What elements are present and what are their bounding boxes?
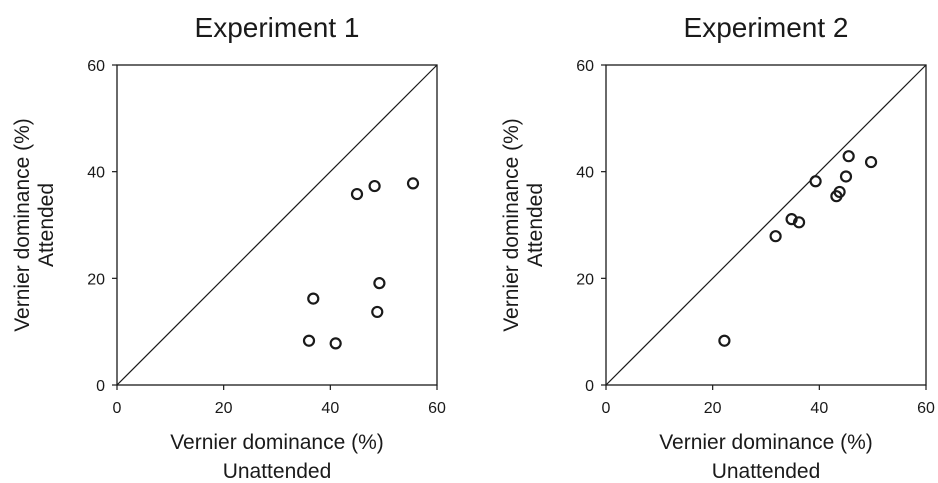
data-point	[350, 187, 364, 201]
data-point	[307, 292, 320, 305]
data-point	[406, 177, 420, 190]
data-point	[302, 334, 316, 347]
data-point	[864, 155, 878, 169]
y-tick-label: 0	[585, 378, 594, 395]
y-axis-label-line-2: Attended	[35, 183, 58, 267]
data-point	[368, 179, 381, 193]
chart-title: Experiment 2	[684, 12, 849, 43]
panel-experiment-1: Experiment 1 Vernier dominance (%) Atten…	[11, 12, 446, 483]
data-point	[329, 337, 342, 350]
data-point	[809, 175, 822, 188]
x-tick-label: 60	[428, 400, 446, 417]
data-point	[792, 216, 806, 229]
x-tick-label: 0	[602, 400, 611, 417]
data-point	[839, 170, 853, 183]
data-point	[842, 150, 855, 163]
data-point	[769, 230, 782, 243]
y-tick-label: 40	[87, 165, 105, 182]
x-tick-label: 40	[321, 400, 339, 417]
x-tick-label: 0	[113, 400, 122, 417]
data-point	[371, 305, 384, 319]
plot-frame	[605, 64, 927, 386]
y-tick-label: 60	[576, 58, 594, 75]
y-axis-label-line-1: Vernier dominance (%)	[500, 118, 523, 332]
chart-title: Experiment 1	[195, 12, 360, 43]
data-point	[373, 277, 386, 290]
y-axis-label-line-1: Vernier dominance (%)	[11, 118, 34, 332]
y-tick-label: 20	[576, 271, 594, 288]
plot-area: 0 20 40 60 0 20 40 60	[87, 58, 446, 417]
panel-experiment-2: Experiment 2 Vernier dominance (%) Atten…	[500, 12, 935, 483]
identity-line	[116, 64, 438, 386]
x-tick-label: 20	[215, 400, 233, 417]
y-tick-label: 40	[576, 165, 594, 182]
x-tick-label: 20	[704, 400, 722, 417]
plot-area: 0 20 40 60 0 20 40 60	[576, 58, 935, 417]
x-axis-label-line-1: Vernier dominance (%)	[170, 431, 384, 454]
y-tick-label: 60	[87, 58, 105, 75]
x-tick-label: 60	[917, 400, 935, 417]
x-axis-label-line-2: Unattended	[712, 460, 821, 483]
x-axis-label-line-1: Vernier dominance (%)	[659, 431, 873, 454]
y-tick-label: 0	[96, 378, 105, 395]
identity-line	[605, 64, 927, 386]
x-tick-label: 40	[810, 400, 828, 417]
y-tick-label: 20	[87, 271, 105, 288]
data-point	[718, 334, 731, 347]
y-axis-label-line-2: Attended	[524, 183, 547, 267]
data-point	[785, 213, 798, 226]
plot-frame	[116, 64, 438, 386]
x-axis-label-line-2: Unattended	[223, 460, 332, 483]
data-point	[830, 190, 843, 203]
